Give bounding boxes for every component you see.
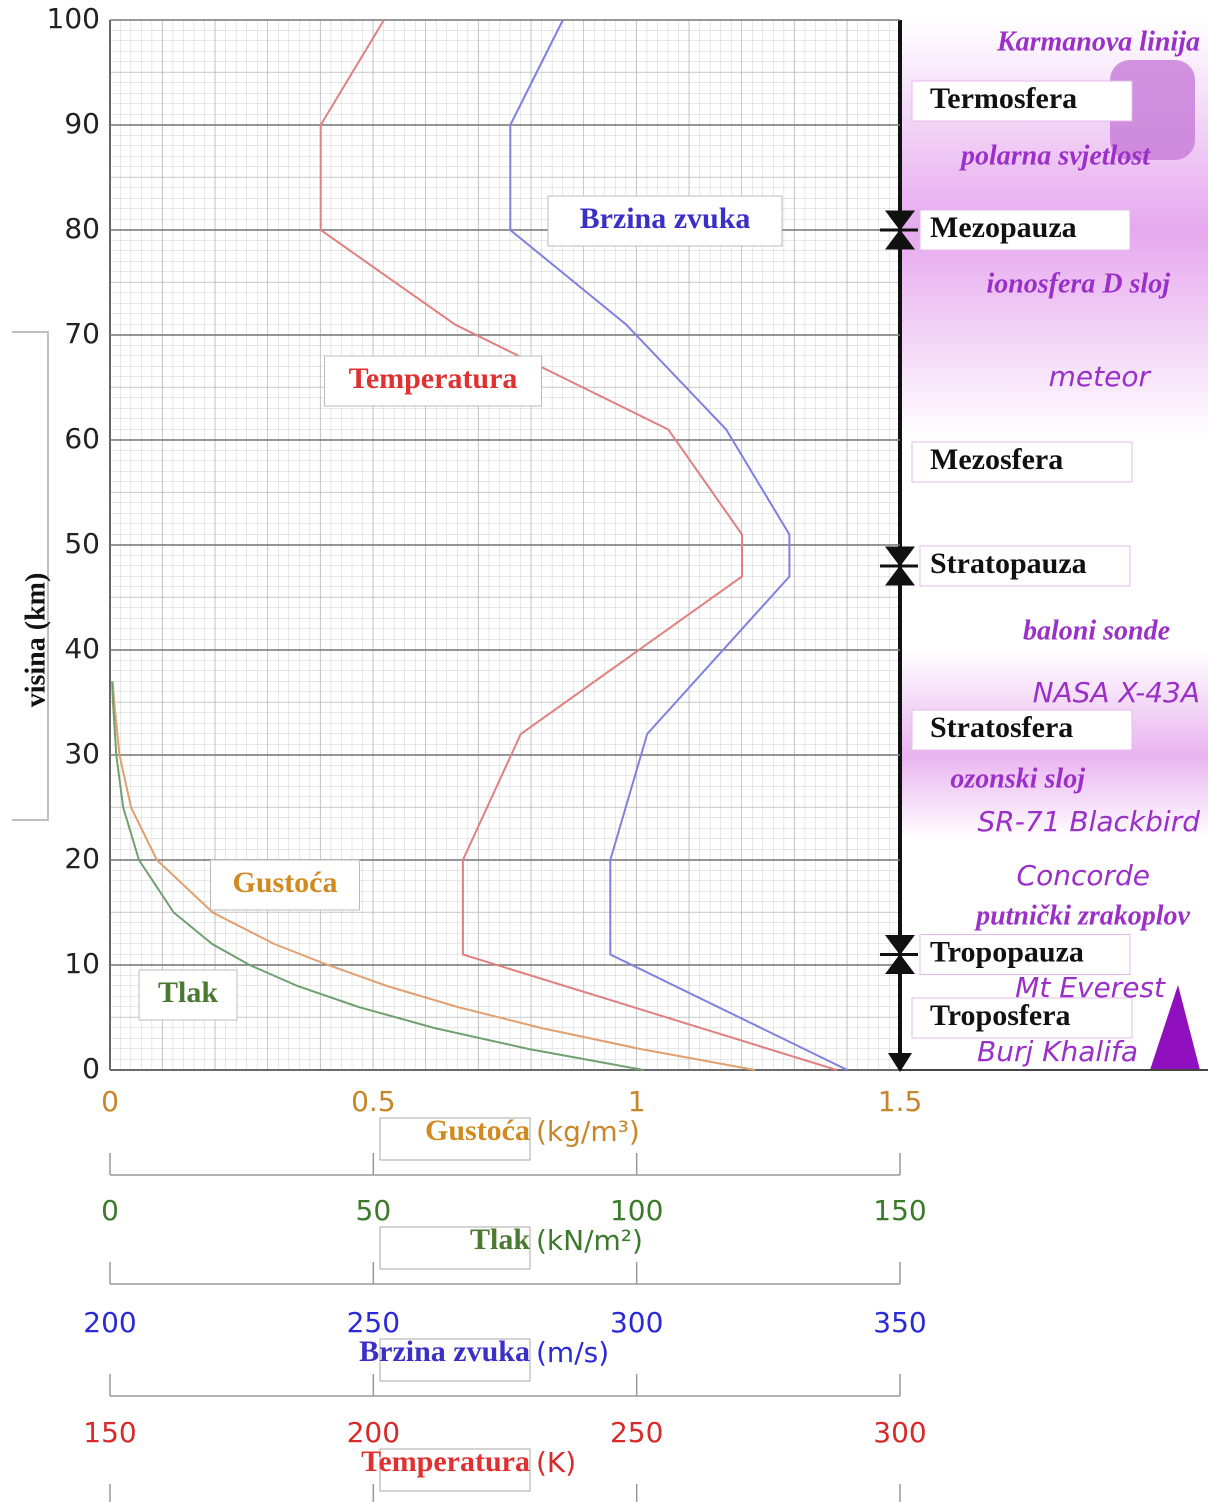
- y-tick-label: 90: [64, 107, 100, 140]
- series-label: Temperatura: [349, 362, 518, 395]
- x-tick-label: 0: [101, 1085, 119, 1118]
- x-tick-label: 0: [101, 1194, 119, 1227]
- x-tick-label: 100: [610, 1194, 663, 1227]
- label-box: [379, 1117, 531, 1161]
- boundary-marker: [880, 546, 918, 586]
- everest-icon: [1150, 985, 1200, 1070]
- series-label-box: [547, 195, 783, 247]
- x-tick-label: 300: [610, 1306, 663, 1339]
- layer-box: [911, 441, 1133, 483]
- x-tick-label: 50: [356, 1194, 392, 1227]
- series-label: Gustoća: [233, 866, 338, 899]
- label-box: [379, 1448, 531, 1492]
- x-axis-unit: (m/s): [536, 1336, 609, 1369]
- boundary-marker: [880, 935, 918, 974]
- layer-label: Stratosfera: [930, 711, 1073, 744]
- boundary-label: Mezopauza: [930, 211, 1077, 244]
- object-label: Mt Everest: [1015, 971, 1166, 1004]
- x-tick-label: 1: [628, 1085, 646, 1118]
- boundary-label: Stratopauza: [930, 547, 1087, 580]
- object-label: meteor: [1049, 360, 1152, 393]
- y-tick-label: 0: [82, 1052, 100, 1085]
- x-axis-unit: (K): [536, 1446, 576, 1479]
- object-label: ionosfera D sloj: [986, 268, 1170, 299]
- x-tick-label: 350: [873, 1306, 926, 1339]
- y-tick-label: 50: [64, 527, 100, 560]
- layer-label: Termosfera: [930, 82, 1077, 115]
- series-label-box: [138, 969, 238, 1021]
- y-tick-label: 80: [64, 212, 100, 245]
- y-tick-label: 20: [64, 842, 100, 875]
- boundary-label: Tropopauza: [930, 935, 1084, 968]
- y-tick-label: 30: [64, 737, 100, 770]
- series-line: [319, 19, 838, 1071]
- object-label: Burj Khalifa: [977, 1035, 1138, 1068]
- x-tick-label: 250: [347, 1306, 400, 1339]
- x-axis-label: Gustoća: [425, 1114, 530, 1147]
- y-tick-label: 40: [64, 632, 100, 665]
- x-tick-label: 200: [83, 1306, 136, 1339]
- boundary-marker: [880, 210, 918, 250]
- x-axis-unit: (kN/m²): [536, 1224, 643, 1257]
- object-label: polarna svjetlost: [959, 140, 1151, 171]
- layer-box: [911, 709, 1133, 751]
- y-tick-label: 100: [47, 2, 100, 35]
- y-tick-label: 60: [64, 422, 100, 455]
- layer-label: Mezosfera: [930, 443, 1063, 476]
- object-label: NASA X-43A: [1033, 676, 1200, 709]
- x-tick-label: 300: [873, 1416, 926, 1449]
- atmosphere-panel: [900, 20, 1208, 1070]
- series-line: [509, 19, 848, 1071]
- series-line: [111, 681, 756, 1071]
- series-line: [111, 681, 644, 1071]
- layer-box: [911, 80, 1133, 122]
- label-box: [379, 1226, 531, 1270]
- series-label: Tlak: [158, 976, 218, 1009]
- object-label: Concorde: [1017, 859, 1150, 892]
- series-label-box: [210, 859, 360, 911]
- y-axis-label: visina (km): [20, 573, 51, 708]
- x-tick-label: 0.5: [351, 1085, 396, 1118]
- x-tick-label: 1.5: [878, 1085, 923, 1118]
- object-label: Karmanova linija: [996, 26, 1200, 57]
- x-axis-label: Temperatura: [361, 1445, 530, 1478]
- object-label: baloni sonde: [1023, 615, 1170, 646]
- series-label: Brzina zvuka: [580, 202, 751, 235]
- boundary-box: [919, 209, 1131, 251]
- y-tick-label: 10: [64, 947, 100, 980]
- layer-box: [911, 997, 1133, 1039]
- x-tick-label: 250: [610, 1416, 663, 1449]
- object-label: putnički zrakoplov: [974, 900, 1190, 931]
- axis-arrows: [888, 1053, 912, 1072]
- object-label: ozonski sloj: [950, 763, 1085, 794]
- ylabel-bracket: [12, 331, 49, 821]
- x-axis-label: Brzina zvuka: [359, 1335, 530, 1368]
- x-axis-label: Tlak: [470, 1223, 530, 1256]
- object-label: SR-71 Blackbird: [978, 805, 1201, 838]
- x-axis-unit: (kg/m³): [536, 1115, 640, 1148]
- y-tick-label: 70: [64, 317, 100, 350]
- series-label-box: [324, 355, 542, 407]
- boundary-box: [919, 545, 1131, 587]
- x-tick-label: 150: [873, 1194, 926, 1227]
- x-tick-label: 200: [347, 1416, 400, 1449]
- layer-label: Troposfera: [930, 999, 1071, 1032]
- label-box: [379, 1338, 531, 1382]
- boundary-box: [919, 934, 1131, 975]
- x-tick-label: 150: [83, 1416, 136, 1449]
